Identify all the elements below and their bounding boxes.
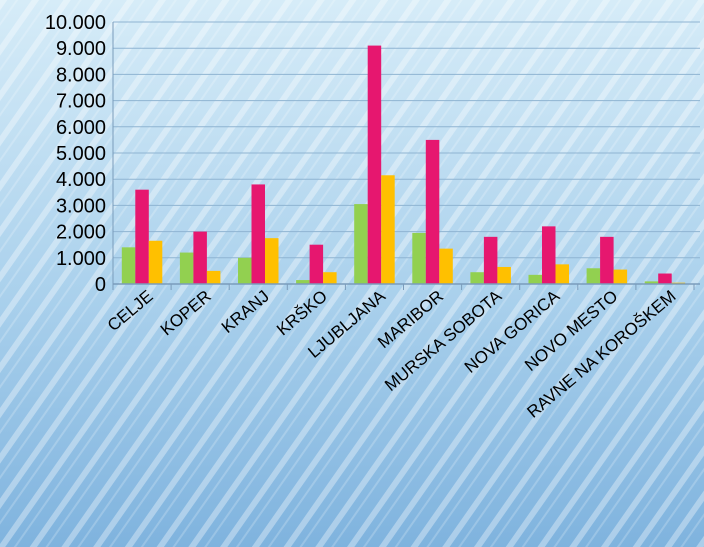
y-tick-label: 6.000 — [56, 117, 106, 139]
y-tick-label: 5.000 — [56, 143, 106, 165]
bar — [367, 45, 382, 284]
bar — [121, 247, 136, 284]
bar — [658, 273, 672, 284]
y-tick-label: 8.000 — [56, 64, 106, 86]
bar — [483, 236, 498, 284]
y-tick-label: 2.000 — [56, 222, 106, 244]
bar — [528, 274, 542, 284]
y-tick-label: 3.000 — [56, 195, 106, 217]
y-tick-label: 0 — [95, 274, 106, 296]
bar — [425, 139, 440, 284]
y-tick-label: 10.000 — [45, 12, 106, 34]
bar — [613, 269, 628, 284]
bar — [265, 238, 279, 284]
bar — [251, 184, 265, 284]
bar — [586, 268, 601, 284]
bar — [439, 248, 453, 284]
x-tick-label: KRANJ — [218, 287, 273, 337]
bar — [179, 252, 194, 284]
y-tick-label: 1.000 — [56, 248, 106, 270]
bar — [600, 236, 614, 284]
bar — [238, 257, 252, 284]
bar — [497, 266, 511, 284]
x-tick-label: CELJE — [104, 287, 157, 336]
y-tick-label: 7.000 — [56, 91, 106, 113]
bar — [412, 232, 426, 284]
bar — [381, 175, 395, 284]
y-tick-label: 4.000 — [56, 169, 106, 191]
bar — [206, 270, 221, 284]
bar — [135, 189, 149, 284]
bar — [555, 264, 569, 284]
bar — [542, 226, 556, 284]
bar — [323, 272, 337, 284]
x-tick-label: KOPER — [157, 287, 215, 340]
bar — [148, 240, 163, 284]
y-tick-label: 9.000 — [56, 38, 106, 60]
bar — [296, 280, 310, 284]
bar — [644, 281, 659, 284]
gridlines — [113, 21, 700, 259]
bar — [470, 272, 484, 284]
bar — [354, 204, 368, 284]
bar — [193, 231, 207, 284]
bar — [309, 244, 324, 284]
